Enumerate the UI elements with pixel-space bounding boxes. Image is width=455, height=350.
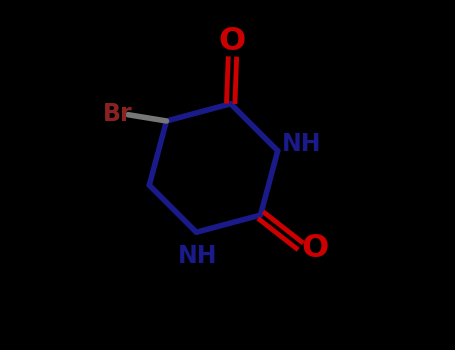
Text: NH: NH: [178, 244, 218, 268]
Text: Br: Br: [103, 102, 132, 126]
Text: O: O: [301, 233, 329, 264]
Text: NH: NH: [282, 133, 321, 156]
Text: O: O: [219, 26, 246, 57]
